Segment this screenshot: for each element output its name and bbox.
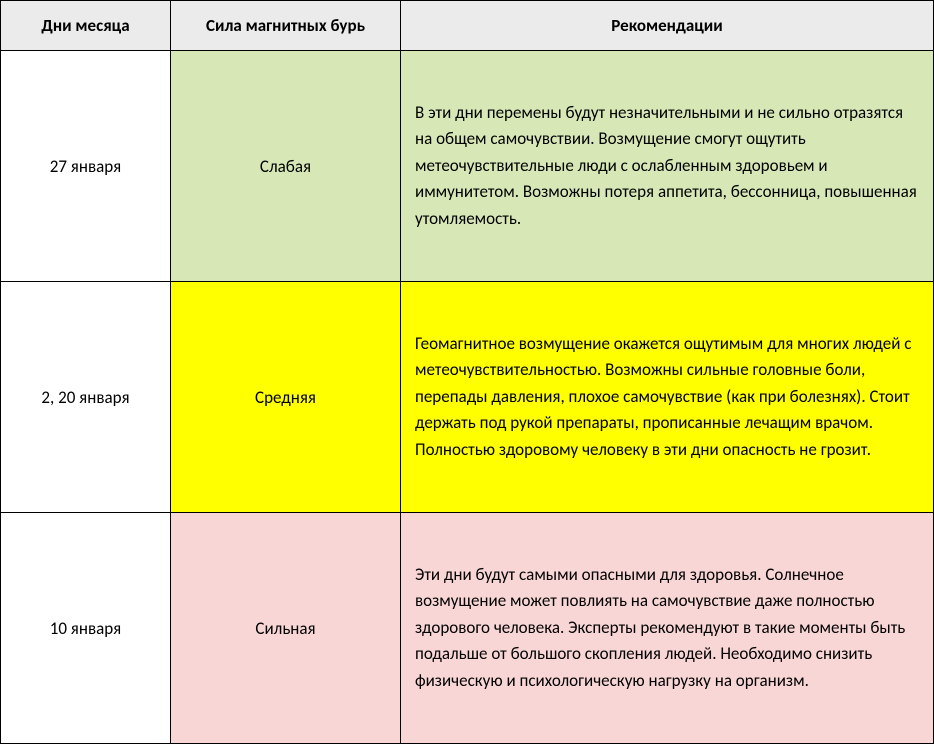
- cell-days: 27 января: [1, 51, 171, 282]
- header-recommendations: Рекомендации: [401, 1, 934, 51]
- table-row: 27 января Слабая В эти дни перемены буду…: [1, 51, 934, 282]
- header-days: Дни месяца: [1, 1, 171, 51]
- cell-days: 10 января: [1, 513, 171, 744]
- cell-recommendations: Геомагнитное возмущение окажется ощутимы…: [401, 282, 934, 513]
- cell-strength: Сильная: [171, 513, 401, 744]
- cell-recommendations: Эти дни будут самыми опасными для здоров…: [401, 513, 934, 744]
- table-header-row: Дни месяца Сила магнитных бурь Рекоменда…: [1, 1, 934, 51]
- table-row: 2, 20 января Средняя Геомагнитное возмущ…: [1, 282, 934, 513]
- cell-strength: Слабая: [171, 51, 401, 282]
- header-strength: Сила магнитных бурь: [171, 1, 401, 51]
- table-row: 10 января Сильная Эти дни будут самыми о…: [1, 513, 934, 744]
- cell-recommendations: В эти дни перемены будут незначительными…: [401, 51, 934, 282]
- magnetic-storms-table: Дни месяца Сила магнитных бурь Рекоменда…: [0, 0, 934, 744]
- cell-strength: Средняя: [171, 282, 401, 513]
- cell-days: 2, 20 января: [1, 282, 171, 513]
